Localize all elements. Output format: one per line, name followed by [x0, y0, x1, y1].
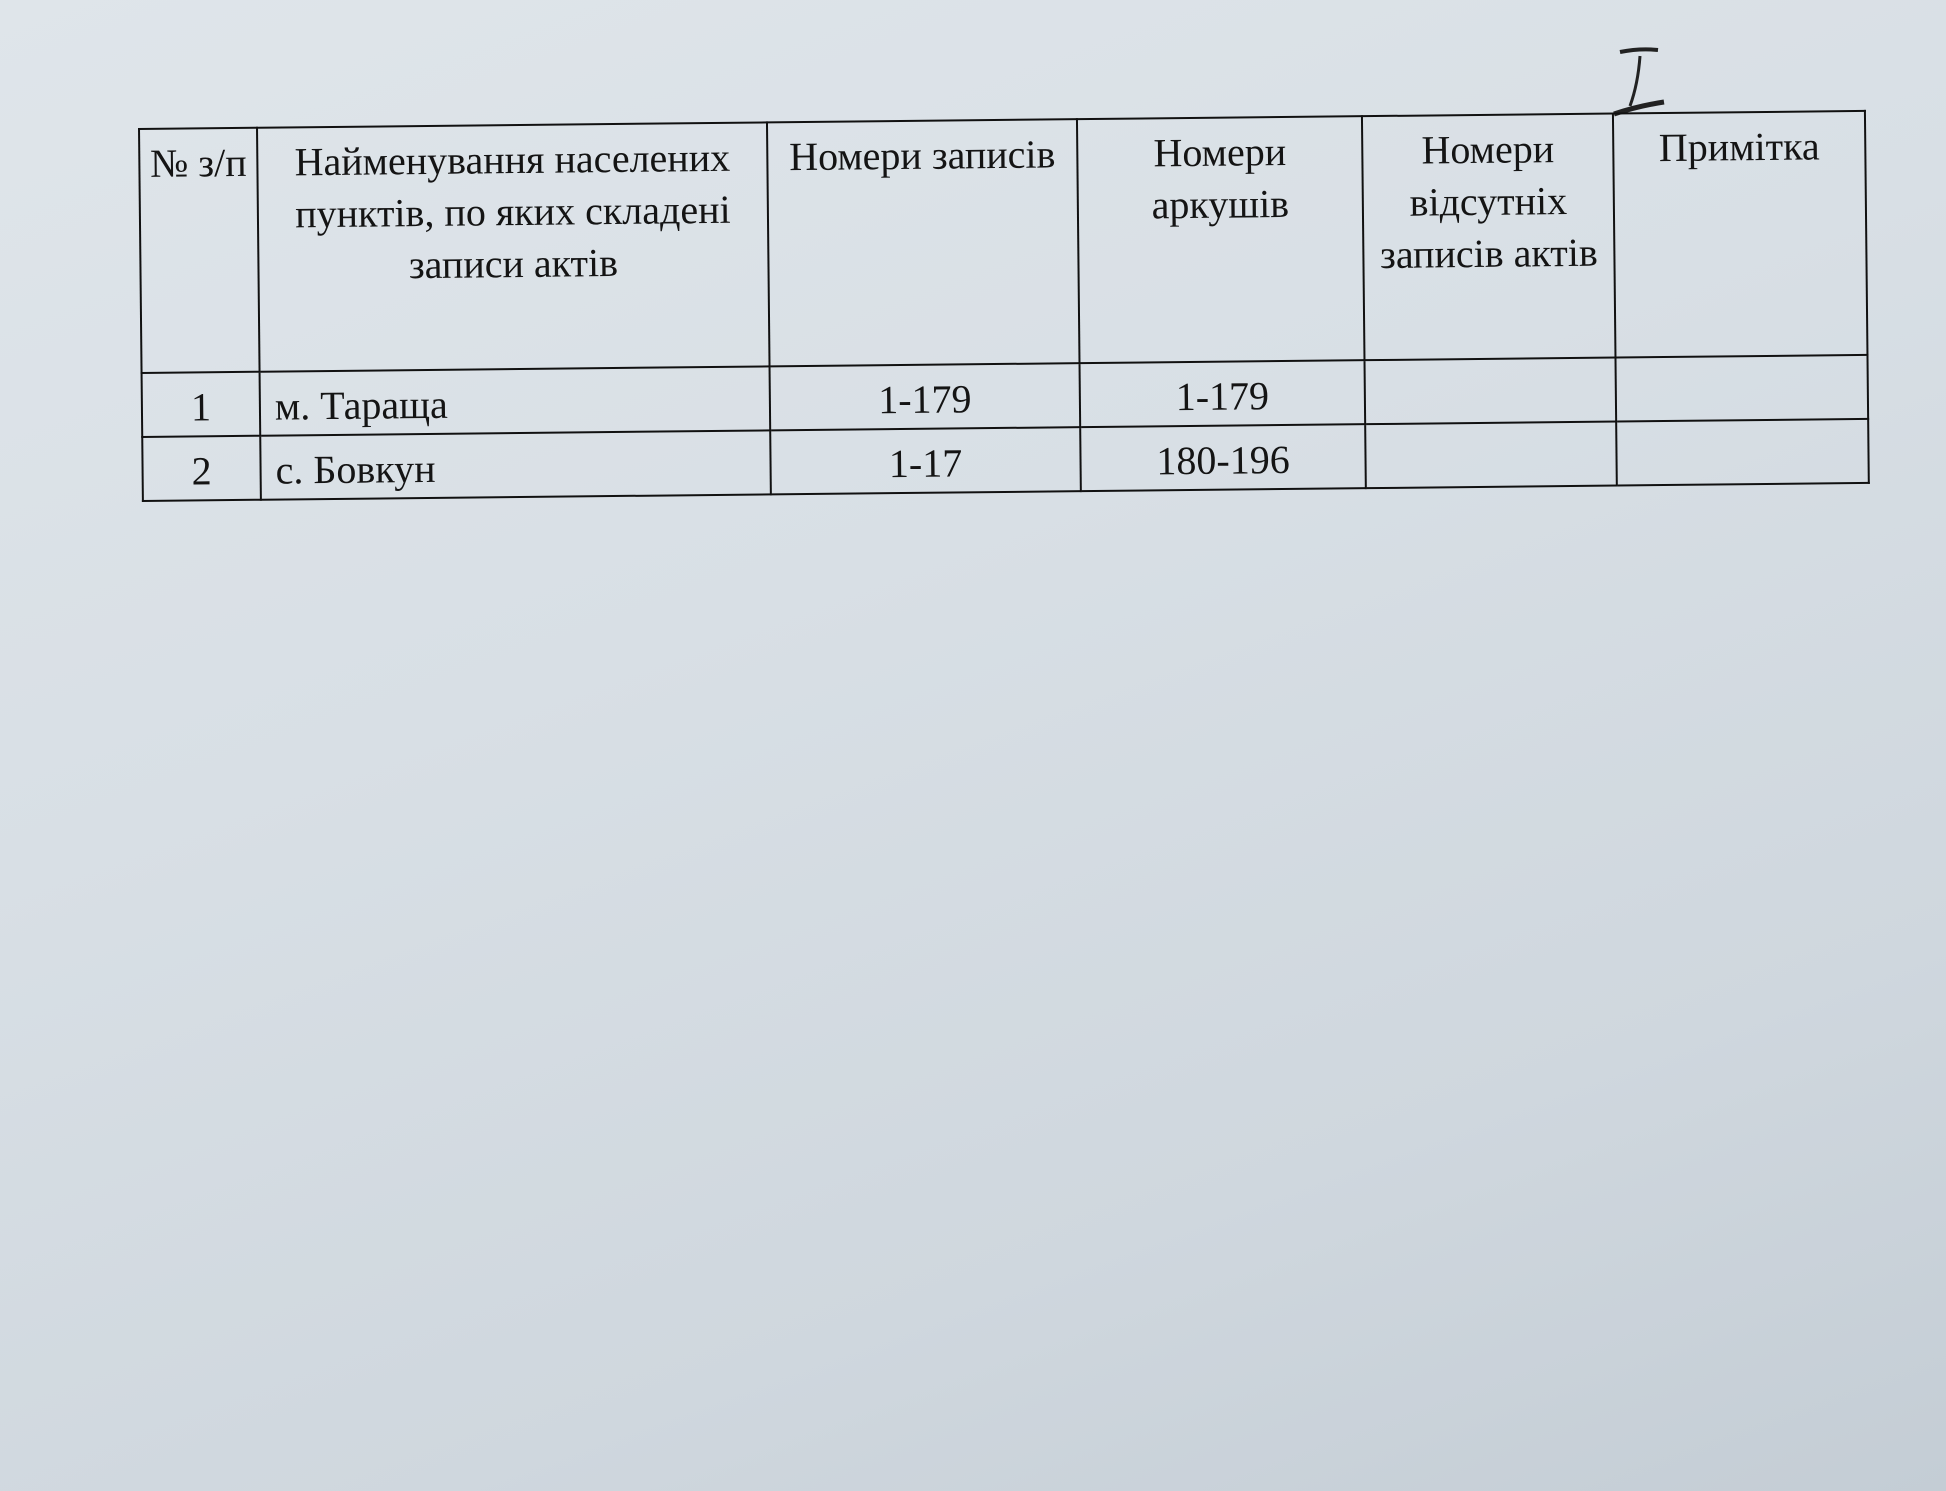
- records-table: № з/п Найменування населених пунктів, по…: [138, 110, 1870, 502]
- handwritten-roman-numeral-one: [1613, 47, 1665, 117]
- cell-sheet-numbers: 1-179: [1079, 360, 1366, 428]
- cell-note: [1615, 354, 1869, 422]
- cell-missing-records: [1364, 357, 1617, 425]
- cell-missing-records: [1365, 421, 1617, 489]
- cell-note: [1616, 418, 1869, 486]
- header-settlement-name: Найменування населених пунктів, по яких …: [257, 122, 770, 372]
- document-table-wrapper: № з/п Найменування населених пунктів, по…: [138, 110, 1870, 502]
- cell-settlement-name: с. Бовкун: [260, 430, 771, 500]
- cell-number: 1: [141, 371, 261, 437]
- cell-record-numbers: 1-179: [769, 363, 1081, 431]
- header-note: Примітка: [1612, 110, 1868, 358]
- table-header-row: № з/п Найменування населених пунктів, по…: [139, 110, 1868, 373]
- cell-sheet-numbers: 180-196: [1080, 424, 1366, 492]
- cell-record-numbers: 1-17: [770, 427, 1081, 495]
- header-record-numbers: Номери записів: [766, 119, 1080, 367]
- cell-settlement-name: м. Тараща: [259, 366, 771, 436]
- header-missing-records: Номери відсутніх записів актів: [1361, 113, 1616, 361]
- cell-number: 2: [142, 435, 261, 501]
- header-number: № з/п: [139, 127, 260, 373]
- header-sheet-numbers: Номери аркушів: [1076, 116, 1365, 364]
